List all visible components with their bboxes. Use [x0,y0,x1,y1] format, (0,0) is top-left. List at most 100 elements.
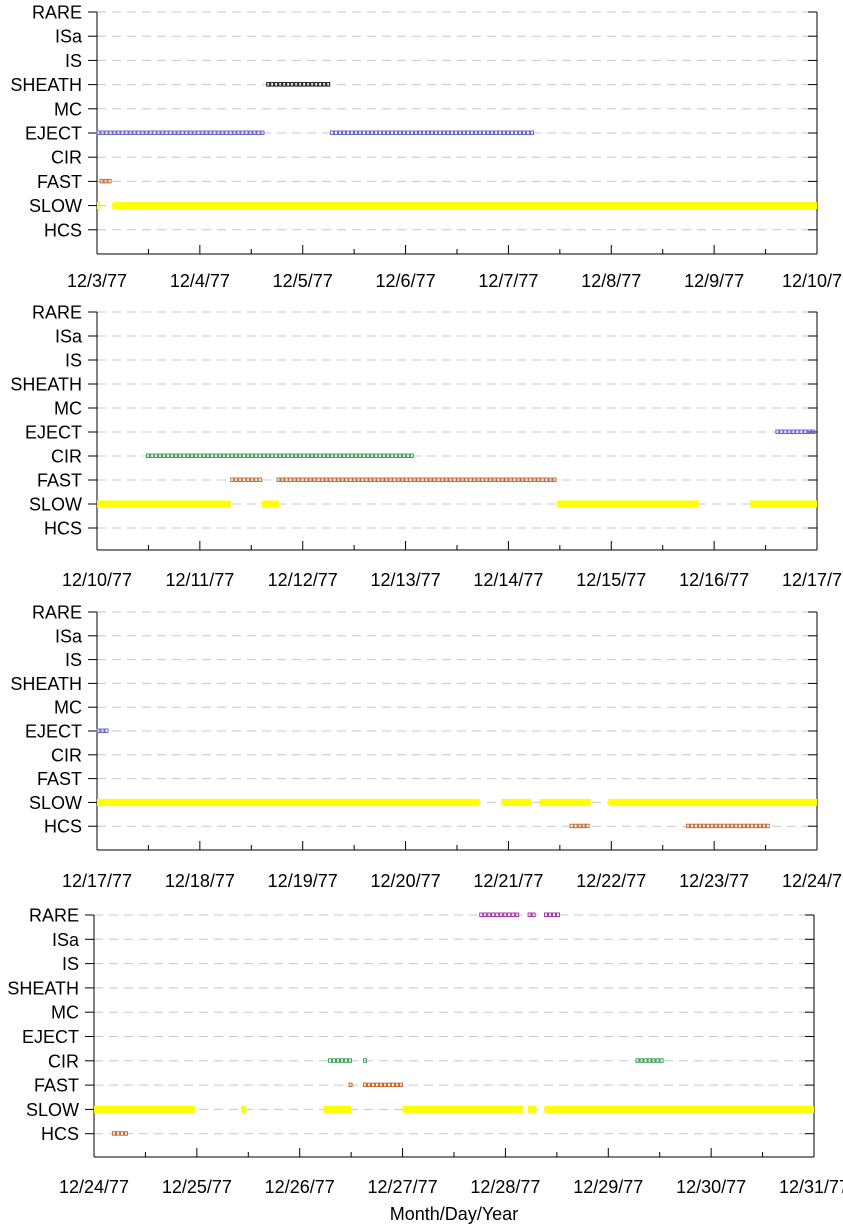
event-marker [332,477,337,482]
ylabel-fast: FAST [37,172,82,192]
event-marker [237,453,242,458]
event-marker [466,130,470,135]
event-marker [370,130,374,135]
event-marker [573,823,578,829]
event-marker [309,453,314,458]
event-marker [374,130,378,135]
event-marker [338,130,342,135]
ylabel-mc: MC [54,99,82,119]
event-marker [341,453,346,458]
event-marker [426,130,430,135]
ylabel-hcs: HCS [44,220,82,240]
ylabel-isa: ISa [55,27,83,47]
event-marker [310,82,315,87]
event-marker [345,453,350,458]
event-marker [348,1058,352,1063]
event-marker [103,178,108,184]
event-marker [375,1082,379,1088]
event-marker [357,453,362,458]
ylabel-is: IS [65,351,82,371]
event-marker [799,429,804,434]
event-bar-fast [99,178,112,184]
event-marker [200,130,205,135]
event-bar-eject [96,728,109,733]
ylabel-rare: RARE [32,3,82,23]
event-marker [440,477,445,482]
event-marker [313,453,318,458]
event-marker [394,130,398,135]
event-marker [478,130,482,135]
event-marker [300,477,305,482]
event-marker [212,130,217,135]
event-bar-slow [97,500,231,508]
event-marker [436,477,441,482]
event-marker [250,477,255,482]
event-marker [292,477,297,482]
ylabel-hcs: HCS [44,817,82,837]
event-marker [348,477,353,482]
event-marker [298,82,303,87]
event-marker [689,823,694,829]
xtick-label: 12/6/77 [376,271,436,291]
event-marker [234,477,239,482]
event-marker [434,130,438,135]
event-marker [414,130,418,135]
event-marker [454,130,458,135]
event-marker [361,453,366,458]
event-bar-fast [230,477,263,482]
event-marker [99,178,104,184]
event-marker [390,130,394,135]
event-marker [312,477,317,482]
xtick-label: 12/22/77 [576,871,646,891]
event-marker [100,130,105,135]
xtick-label: 12/27/77 [368,1177,438,1197]
event-marker [787,429,792,434]
event-marker [408,477,413,482]
event-marker [383,1082,387,1088]
event-marker [446,130,450,135]
event-marker [185,453,190,458]
event-marker [448,477,453,482]
event-marker [108,130,113,135]
event-marker [444,477,449,482]
event-marker [460,477,465,482]
event-marker [100,728,105,733]
event-marker [220,130,225,135]
event-marker [442,130,446,135]
event-marker [393,453,398,458]
event-marker [380,477,385,482]
event-bar-sheath [266,82,331,87]
event-marker [242,477,247,482]
event-marker [340,477,345,482]
event-marker [487,912,492,917]
event-marker [396,477,401,482]
event-marker [581,823,586,829]
event-marker [483,912,488,917]
event-marker [544,912,548,917]
event-marker [507,912,512,917]
ylabel-isa: ISa [52,930,80,950]
event-marker [422,130,426,135]
event-marker [336,1058,340,1063]
event-marker [350,130,354,135]
event-marker [775,429,780,434]
event-marker [344,1058,348,1063]
event-marker [204,130,209,135]
event-marker [294,82,299,87]
event-marker [144,130,149,135]
event-marker [387,1082,391,1088]
event-marker [173,453,178,458]
event-marker [297,453,302,458]
event-marker [693,823,698,829]
event-bar-slow [97,202,100,210]
event-bar-slow [544,1105,814,1113]
event-marker [216,130,221,135]
xtick-label: 12/26/77 [265,1177,335,1197]
event-marker [404,477,409,482]
xtick-label: 12/23/77 [679,871,749,891]
event-marker [188,130,193,135]
event-marker [209,453,214,458]
event-marker [363,1058,367,1063]
xtick-label: 12/8/77 [581,271,641,291]
xtick-label: 12/15/77 [576,570,646,590]
